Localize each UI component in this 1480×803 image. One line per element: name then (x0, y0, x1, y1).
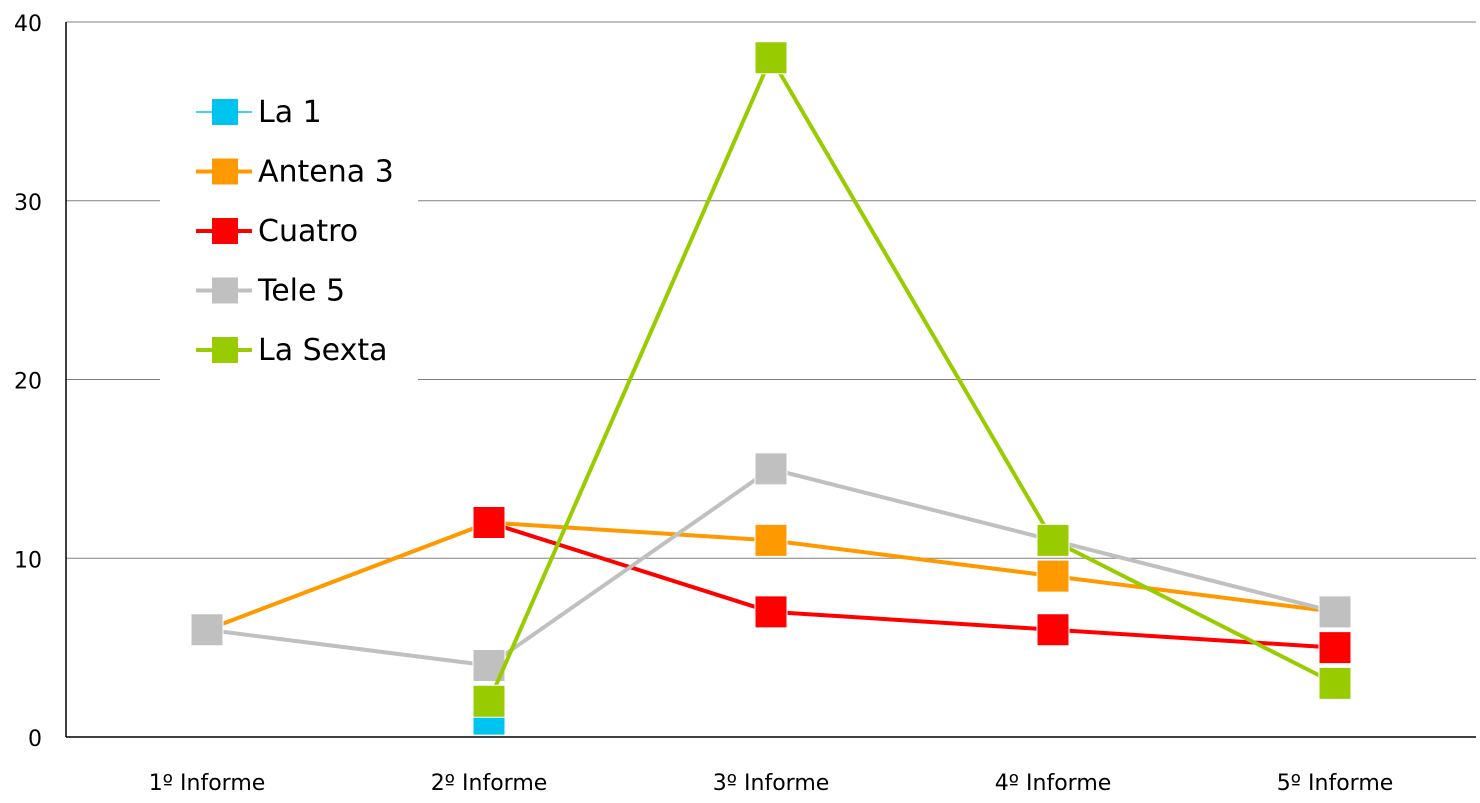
data-point (754, 41, 788, 75)
y-tick-label: 30 (14, 191, 42, 216)
data-point (1318, 666, 1352, 700)
legend: La 1 Antena 3 Cuatro Tele 5 La Sexta (160, 88, 418, 380)
data-point (754, 452, 788, 486)
legend-marker (212, 158, 238, 185)
data-point (1036, 559, 1070, 593)
x-tick-label: 5º Informe (1277, 771, 1394, 796)
y-tick-label: 0 (28, 727, 42, 752)
data-point (472, 684, 506, 718)
legend-item: Cuatro (196, 214, 358, 249)
legend-item: Antena 3 (196, 155, 394, 190)
legend-marker (212, 99, 238, 125)
legend-label: Tele 5 (257, 274, 345, 309)
y-tick-label: 10 (14, 548, 42, 573)
legend-label: La Sexta (258, 333, 388, 368)
legend-label: Antena 3 (258, 155, 394, 190)
legend-item: La 1 (196, 95, 322, 130)
y-tick-label: 40 (14, 12, 42, 37)
x-tick-label: 4º Informe (995, 771, 1112, 796)
y-tick-labels: 0 10 20 30 40 (14, 12, 42, 752)
series-4 (472, 41, 1352, 718)
legend-marker (212, 218, 238, 244)
x-tick-labels: 1º Informe 2º Informe 3º Informe 4º Informe… (149, 771, 1394, 796)
legend-marker (212, 337, 238, 363)
y-tick-label: 20 (14, 370, 42, 395)
legend-marker (212, 277, 238, 304)
legend-item: Tele 5 (196, 274, 345, 309)
data-point (1318, 595, 1352, 629)
data-point (754, 595, 788, 629)
legend-background (160, 88, 418, 380)
data-point (1318, 631, 1352, 665)
series-3 (190, 452, 1352, 682)
x-tick-label: 1º Informe (149, 771, 266, 796)
legend-label: Cuatro (258, 214, 358, 249)
data-point (1036, 613, 1070, 647)
data-point (1036, 523, 1070, 557)
x-tick-label: 3º Informe (713, 771, 830, 796)
x-tick-label: 2º Informe (431, 771, 548, 796)
axes (65, 22, 1476, 738)
series-group (190, 41, 1352, 736)
series-line (487, 55, 1336, 703)
data-point (472, 506, 506, 539)
legend-label: La 1 (258, 95, 322, 130)
data-point (754, 523, 788, 557)
series-line (488, 520, 1336, 650)
legend-item: La Sexta (196, 333, 388, 368)
data-point (190, 613, 224, 647)
